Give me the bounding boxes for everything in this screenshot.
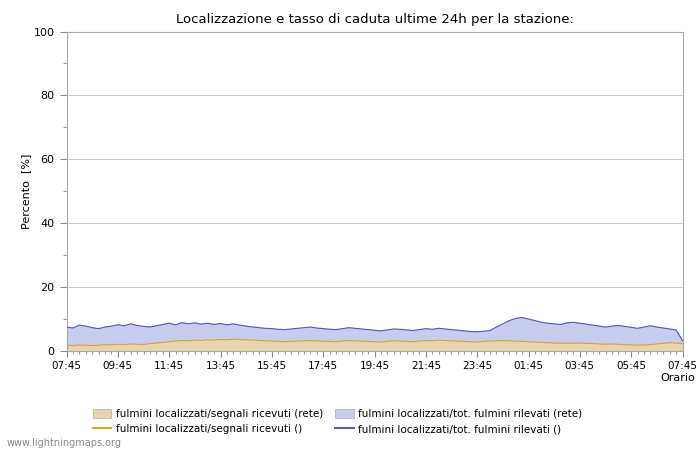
Text: www.lightningmaps.org: www.lightningmaps.org [7, 438, 122, 448]
Title: Localizzazione e tasso di caduta ultime 24h per la stazione:: Localizzazione e tasso di caduta ultime … [176, 13, 573, 26]
Legend: fulmini localizzati/segnali ricevuti (rete), fulmini localizzati/segnali ricevut: fulmini localizzati/segnali ricevuti (re… [90, 406, 585, 437]
X-axis label: Orario: Orario [660, 373, 695, 383]
Y-axis label: Percento  [%]: Percento [%] [21, 153, 31, 229]
